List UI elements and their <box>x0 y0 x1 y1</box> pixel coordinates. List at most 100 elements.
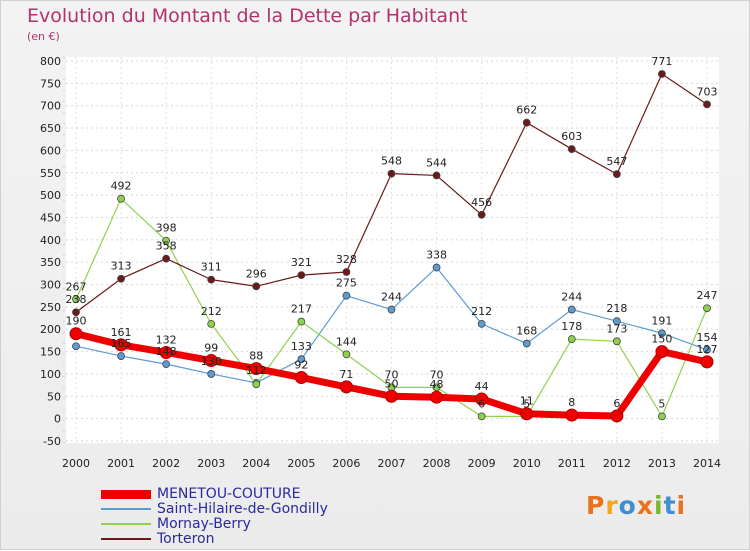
data-label: 92 <box>294 359 308 372</box>
data-point <box>610 409 624 423</box>
chart-unit-label: (en €) <box>27 30 60 43</box>
data-label: 154 <box>697 331 718 344</box>
logo-letter: t <box>663 491 677 520</box>
legend-item: Mornay-Berry <box>101 517 328 532</box>
legend-swatch <box>101 523 151 525</box>
data-point <box>387 305 396 314</box>
legend-label: Mornay-Berry <box>157 516 251 532</box>
data-point <box>703 345 711 354</box>
y-tick-label: 50 <box>47 390 61 403</box>
data-label: 311 <box>201 261 222 274</box>
x-tick-label: 2013 <box>648 457 676 470</box>
data-label: 296 <box>246 267 267 280</box>
x-tick-label: 2008 <box>423 457 451 470</box>
data-label: 161 <box>111 326 132 339</box>
data-label: 275 <box>336 277 357 290</box>
data-point <box>252 282 261 291</box>
y-tick-label: 450 <box>40 211 61 224</box>
data-point <box>207 319 216 328</box>
y-tick-label: 750 <box>40 77 61 90</box>
data-point <box>567 145 576 153</box>
legend-swatch <box>101 508 151 510</box>
data-label: 662 <box>516 104 537 117</box>
data-point <box>249 362 263 376</box>
data-label: 5 <box>658 397 665 410</box>
legend-swatch <box>101 489 151 499</box>
data-point <box>522 118 531 127</box>
data-point <box>387 169 396 178</box>
data-label: 238 <box>66 293 87 306</box>
data-point <box>477 210 486 219</box>
data-label: 544 <box>426 156 447 169</box>
data-point <box>72 342 80 351</box>
data-label: 48 <box>430 378 444 391</box>
data-point <box>342 268 351 276</box>
data-point <box>703 100 711 109</box>
data-point <box>612 317 621 326</box>
x-tick-label: 2000 <box>62 457 90 470</box>
data-point <box>162 254 171 263</box>
y-tick-label: 100 <box>40 368 61 381</box>
data-label: 548 <box>381 155 402 168</box>
data-label: 547 <box>606 155 627 168</box>
data-label: 244 <box>381 291 402 304</box>
x-tick-label: 2003 <box>197 457 225 470</box>
data-label: 313 <box>111 260 132 273</box>
data-point <box>432 263 441 272</box>
y-tick-label: 200 <box>40 323 61 336</box>
data-point <box>342 291 351 300</box>
data-label: 771 <box>651 55 672 68</box>
data-label: 244 <box>561 291 582 304</box>
legend-label: MENETOU-COUTURE <box>157 486 301 502</box>
data-label: 70 <box>385 368 399 381</box>
x-tick-label: 2014 <box>693 457 721 470</box>
data-point <box>658 70 666 78</box>
plot-area <box>66 57 719 443</box>
data-point <box>342 350 351 359</box>
y-tick-label: 800 <box>40 55 61 68</box>
x-tick-label: 2006 <box>332 457 360 470</box>
data-label: 50 <box>385 377 399 390</box>
data-point <box>567 305 576 314</box>
data-label: 88 <box>249 350 263 363</box>
data-point <box>114 338 128 352</box>
data-label: 144 <box>336 335 357 348</box>
data-label: 150 <box>651 333 672 346</box>
data-point <box>294 371 308 385</box>
legend-label: Saint-Hilaire-de-Gondilly <box>157 501 328 517</box>
legend-item: Saint-Hilaire-de-Gondilly <box>101 502 328 517</box>
data-point <box>69 327 83 341</box>
data-point <box>207 370 216 378</box>
data-point <box>477 412 486 421</box>
x-tick-label: 2002 <box>152 457 180 470</box>
data-point <box>703 304 711 313</box>
data-label: 703 <box>697 85 718 98</box>
data-point <box>385 389 398 403</box>
data-point <box>162 360 171 369</box>
y-tick-label: 600 <box>40 144 61 157</box>
data-label: 112 <box>246 364 267 377</box>
data-label: 338 <box>426 249 447 262</box>
data-label: 6 <box>613 397 620 410</box>
logo-letter: P <box>586 491 606 520</box>
data-point <box>430 390 444 404</box>
data-point <box>475 392 489 406</box>
chart-legend: MENETOU-COUTURE Saint-Hilaire-de-Gondilly… <box>101 487 328 547</box>
data-point <box>612 337 621 346</box>
y-tick-label: 400 <box>40 234 61 247</box>
logo-letter: o <box>618 491 637 520</box>
data-label: 398 <box>156 222 177 235</box>
data-label: 217 <box>291 303 312 316</box>
data-label: 456 <box>471 196 492 209</box>
x-tick-label: 2010 <box>513 457 541 470</box>
data-label: 8 <box>568 396 575 409</box>
legend-swatch <box>101 538 151 540</box>
y-tick-label: 550 <box>40 167 61 180</box>
y-tick-label: -50 <box>43 435 61 448</box>
data-label: 99 <box>204 342 218 355</box>
x-tick-label: 2009 <box>468 457 496 470</box>
data-point <box>162 236 171 245</box>
data-point <box>612 170 621 179</box>
y-tick-label: 300 <box>40 279 61 292</box>
